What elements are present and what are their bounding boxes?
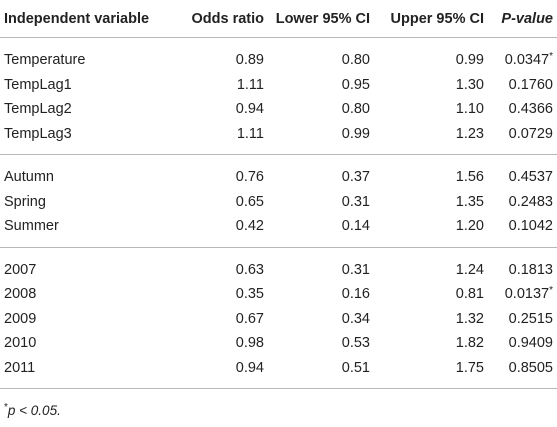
cell-lower-ci: 0.31 (341, 261, 370, 278)
cell-variable: TempLag2 (4, 101, 72, 118)
cell-variable: TempLag3 (0, 121, 177, 155)
table-row: TempLag1 1.11 0.95 1.30 0.1760 (0, 73, 557, 98)
cell-odds-ratio: 0.67 (235, 310, 264, 327)
cell-upper-ci: 1.20 (374, 214, 488, 248)
cell-upper-ci: 0.99 (455, 52, 484, 69)
cell-lower-ci: 0.80 (341, 52, 370, 69)
header-p-value-label: P-value (501, 10, 553, 27)
header-lower-ci: Lower 95% CI (268, 0, 374, 38)
cell-odds-ratio: 0.35 (235, 286, 264, 303)
cell-p-value: 0.2483 (488, 190, 557, 215)
cell-upper-ci: 1.35 (455, 193, 484, 210)
table-body: Temperature 0.89 0.80 0.99 0.0347* TempLag1 1.… (0, 38, 557, 389)
cell-lower-ci: 0.16 (341, 286, 370, 303)
cell-upper-ci: 1.23 (374, 121, 488, 155)
table-row: TempLag3 1.11 0.99 1.23 0.0729 (0, 121, 557, 155)
cell-lower-ci: 0.80 (341, 101, 370, 118)
cell-lower-ci: 0.34 (341, 310, 370, 327)
table-row: 2007 0.63 0.31 1.24 0.1813 (0, 247, 557, 282)
cell-variable: Temperature (4, 52, 86, 69)
cell-lower-ci: 0.14 (268, 214, 374, 248)
cell-variable: 2007 (4, 261, 37, 278)
header-upper-ci: Upper 95% CI (374, 0, 488, 38)
cell-variable: 2010 (4, 335, 37, 352)
cell-p-value: 0.2515 (488, 307, 557, 332)
cell-lower-ci: 0.51 (268, 355, 374, 389)
p-value-number: 0.0137 (504, 286, 550, 303)
table-row: 2011 0.94 0.51 1.75 0.8505 (0, 355, 557, 389)
cell-upper-ci: 1.56 (455, 169, 484, 186)
p-value-number: 0.1813 (508, 261, 553, 278)
cell-p-value: 0.9409 (488, 331, 557, 356)
p-value-number: 0.2515 (508, 310, 553, 327)
cell-odds-ratio: 1.11 (236, 76, 264, 93)
cell-odds-ratio: 0.94 (235, 101, 264, 118)
cell-upper-ci: 1.75 (374, 355, 488, 389)
significance-mark: * (549, 285, 553, 297)
table-row: TempLag2 0.94 0.80 1.10 0.4366 (0, 97, 557, 122)
p-value-number: 0.4366 (508, 101, 553, 118)
cell-lower-ci: 0.31 (341, 193, 370, 210)
cell-lower-ci: 0.99 (268, 121, 374, 155)
cell-variable: Summer (0, 214, 177, 248)
odds-ratio-table: Independent variable Odds ratio Lower 95… (0, 0, 557, 389)
cell-lower-ci: 0.37 (341, 169, 370, 186)
cell-p-value: 0.0347* (488, 38, 557, 73)
table-row: 2010 0.98 0.53 1.82 0.9409 (0, 331, 557, 356)
cell-variable: Spring (4, 193, 46, 210)
cell-variable: TempLag1 (4, 76, 72, 93)
footnote-mark: * (4, 402, 8, 413)
cell-p-value: 0.1760 (488, 73, 557, 98)
significance-mark: * (549, 51, 553, 63)
cell-p-value: 0.1813 (488, 247, 557, 282)
cell-variable: Autumn (4, 169, 54, 186)
header-independent-variable: Independent variable (0, 0, 177, 38)
cell-odds-ratio: 0.94 (177, 355, 268, 389)
table-row: 2009 0.67 0.34 1.32 0.2515 (0, 307, 557, 332)
p-value-number: 0.0347 (504, 52, 550, 69)
p-value-number: 0.1760 (508, 76, 553, 93)
p-value-number: 0.8505 (508, 359, 553, 376)
cell-odds-ratio: 0.98 (235, 335, 264, 352)
p-value-number: 0.1042 (508, 218, 553, 235)
p-value-number: 0.9409 (508, 335, 553, 352)
cell-lower-ci: 0.95 (341, 76, 370, 93)
table-row: Temperature 0.89 0.80 0.99 0.0347* (0, 38, 557, 73)
cell-odds-ratio: 0.42 (177, 214, 268, 248)
p-value-number: 0.2483 (508, 193, 553, 210)
cell-p-value: 0.0137* (488, 282, 557, 307)
cell-odds-ratio: 1.11 (177, 121, 268, 155)
table-row: Spring 0.65 0.31 1.35 0.2483 (0, 190, 557, 215)
cell-upper-ci: 1.24 (455, 261, 484, 278)
footnote-text: p < 0.05. (7, 403, 61, 418)
table-row: Autumn 0.76 0.37 1.56 0.4537 (0, 155, 557, 190)
cell-upper-ci: 1.82 (455, 335, 484, 352)
cell-odds-ratio: 0.89 (235, 52, 264, 69)
cell-p-value: 0.1042 (488, 214, 557, 248)
cell-upper-ci: 1.10 (455, 101, 484, 118)
cell-upper-ci: 1.32 (455, 310, 484, 327)
cell-p-value: 0.4366 (488, 97, 557, 122)
table-row: Summer 0.42 0.14 1.20 0.1042 (0, 214, 557, 248)
cell-upper-ci: 0.81 (455, 286, 484, 303)
cell-p-value: 0.8505 (488, 355, 557, 389)
p-value-number: 0.4537 (508, 169, 553, 186)
cell-odds-ratio: 0.63 (235, 261, 264, 278)
cell-p-value: 0.0729 (488, 121, 557, 155)
p-value-number: 0.0729 (508, 125, 553, 142)
cell-lower-ci: 0.53 (341, 335, 370, 352)
cell-variable: 2011 (0, 355, 177, 389)
header-p-value: P-value (488, 0, 557, 38)
table-header-row: Independent variable Odds ratio Lower 95… (0, 0, 557, 38)
cell-variable: 2008 (4, 286, 37, 303)
cell-p-value: 0.4537 (488, 155, 557, 190)
table-row: 2008 0.35 0.16 0.81 0.0137* (0, 282, 557, 307)
footnote: *p < 0.05. (4, 402, 61, 419)
cell-upper-ci: 1.30 (455, 76, 484, 93)
cell-odds-ratio: 0.65 (235, 193, 264, 210)
cell-odds-ratio: 0.76 (235, 169, 264, 186)
header-odds-ratio: Odds ratio (177, 0, 268, 38)
cell-variable: 2009 (4, 310, 37, 327)
